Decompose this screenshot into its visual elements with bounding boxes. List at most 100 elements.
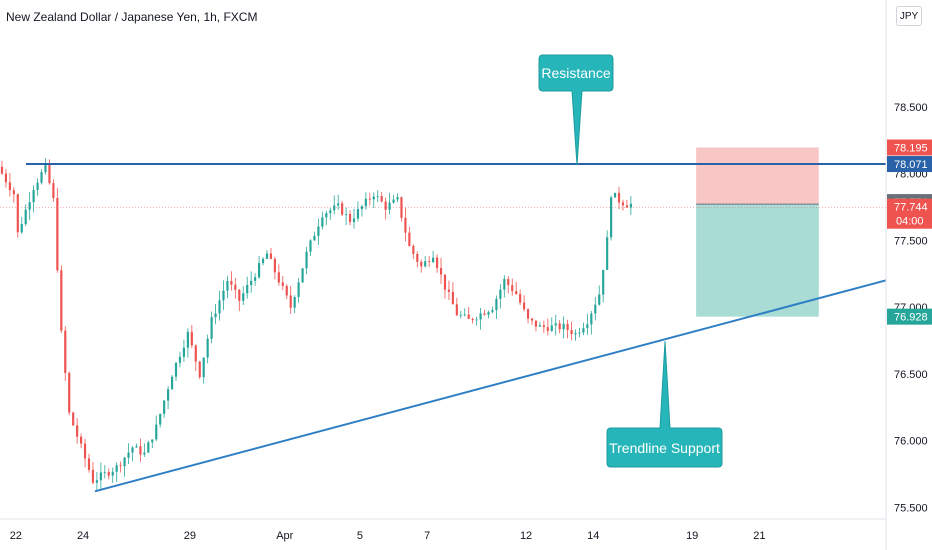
candle bbox=[364, 192, 367, 210]
candle bbox=[305, 246, 308, 275]
y-tick-label: 76.500 bbox=[894, 369, 928, 381]
candle bbox=[416, 251, 419, 268]
candle bbox=[111, 467, 114, 483]
candle bbox=[265, 250, 269, 260]
currency-button[interactable]: JPY bbox=[896, 6, 922, 26]
candle bbox=[515, 281, 518, 296]
candle bbox=[629, 196, 632, 215]
x-tick-label: 24 bbox=[77, 530, 89, 542]
take-profit-zone bbox=[696, 204, 819, 317]
candle bbox=[159, 413, 162, 428]
candle bbox=[578, 327, 581, 338]
resistance-callout-label: Resistance bbox=[541, 65, 610, 81]
candle bbox=[254, 273, 257, 286]
candle bbox=[542, 320, 545, 333]
candle bbox=[356, 201, 360, 222]
candle bbox=[404, 207, 407, 242]
candle bbox=[135, 443, 138, 448]
candle bbox=[52, 179, 55, 202]
candle bbox=[285, 284, 288, 300]
candle bbox=[151, 439, 154, 449]
candle bbox=[594, 296, 597, 321]
candle bbox=[558, 320, 561, 334]
candle bbox=[246, 276, 249, 299]
candle bbox=[0, 160, 4, 175]
candle bbox=[4, 168, 8, 188]
candle bbox=[313, 231, 316, 241]
candle bbox=[372, 192, 375, 209]
candle bbox=[491, 306, 494, 314]
candle bbox=[36, 178, 39, 196]
candle bbox=[396, 193, 399, 203]
candle bbox=[131, 446, 134, 462]
candle bbox=[546, 318, 549, 336]
candle bbox=[586, 313, 589, 335]
candle bbox=[269, 247, 273, 260]
x-tick-label: 12 bbox=[520, 530, 532, 542]
candle bbox=[76, 418, 79, 444]
candle bbox=[459, 310, 462, 319]
candle bbox=[388, 192, 391, 215]
candle bbox=[107, 468, 110, 480]
candle bbox=[348, 210, 352, 226]
candle bbox=[499, 284, 502, 309]
candle bbox=[226, 275, 229, 299]
candle bbox=[400, 196, 403, 222]
candle bbox=[222, 280, 225, 310]
price-badge-label: 76.928 bbox=[894, 312, 928, 324]
candle bbox=[301, 268, 304, 283]
y-tick-label: 76.000 bbox=[894, 436, 928, 448]
resistance-callout: Resistance bbox=[538, 54, 614, 166]
candle bbox=[273, 256, 276, 280]
candle bbox=[178, 351, 182, 368]
candle bbox=[333, 195, 336, 215]
candle bbox=[206, 334, 209, 364]
x-tick-label: 29 bbox=[184, 530, 196, 542]
candle bbox=[250, 271, 253, 293]
candle bbox=[606, 230, 609, 271]
candle bbox=[526, 308, 530, 324]
candle bbox=[242, 286, 245, 306]
candle bbox=[582, 322, 585, 336]
candle bbox=[554, 314, 557, 336]
candle bbox=[214, 303, 217, 325]
candle bbox=[119, 461, 122, 473]
price-badge-label: 78.195 bbox=[894, 142, 928, 154]
candle bbox=[610, 195, 613, 241]
candle bbox=[439, 257, 443, 284]
candle bbox=[289, 285, 292, 314]
x-axis-ticks: 22 24 29 Apr 5 7 12 14 19 21 bbox=[10, 530, 766, 542]
candle bbox=[522, 295, 526, 312]
price-badge: 78.195 bbox=[887, 139, 932, 156]
candle bbox=[341, 201, 344, 217]
candle bbox=[455, 297, 458, 316]
candle bbox=[170, 374, 174, 390]
drawn-lines bbox=[26, 163, 887, 493]
price-badge: 77.744 04:00 bbox=[887, 198, 932, 229]
candle bbox=[412, 244, 415, 260]
y-tick-label: 77.500 bbox=[894, 235, 928, 247]
candle bbox=[210, 311, 213, 344]
candle bbox=[487, 310, 490, 319]
candle bbox=[380, 191, 383, 203]
candle bbox=[155, 415, 158, 442]
candle bbox=[420, 259, 423, 273]
candle bbox=[566, 319, 569, 339]
candle bbox=[530, 317, 534, 325]
candle bbox=[257, 256, 261, 279]
x-tick-label: Apr bbox=[276, 530, 293, 542]
candle bbox=[598, 285, 601, 306]
stop-loss-zone bbox=[696, 147, 819, 205]
candle bbox=[574, 329, 577, 341]
candle bbox=[337, 194, 340, 210]
trendline-support-callout: Trendline Support bbox=[606, 341, 723, 468]
candle bbox=[24, 204, 27, 226]
candle bbox=[495, 295, 498, 319]
candle bbox=[534, 320, 538, 332]
candle bbox=[368, 192, 371, 206]
candle bbox=[44, 158, 47, 175]
candle bbox=[309, 239, 312, 257]
candle bbox=[538, 321, 541, 327]
candle bbox=[147, 440, 150, 454]
